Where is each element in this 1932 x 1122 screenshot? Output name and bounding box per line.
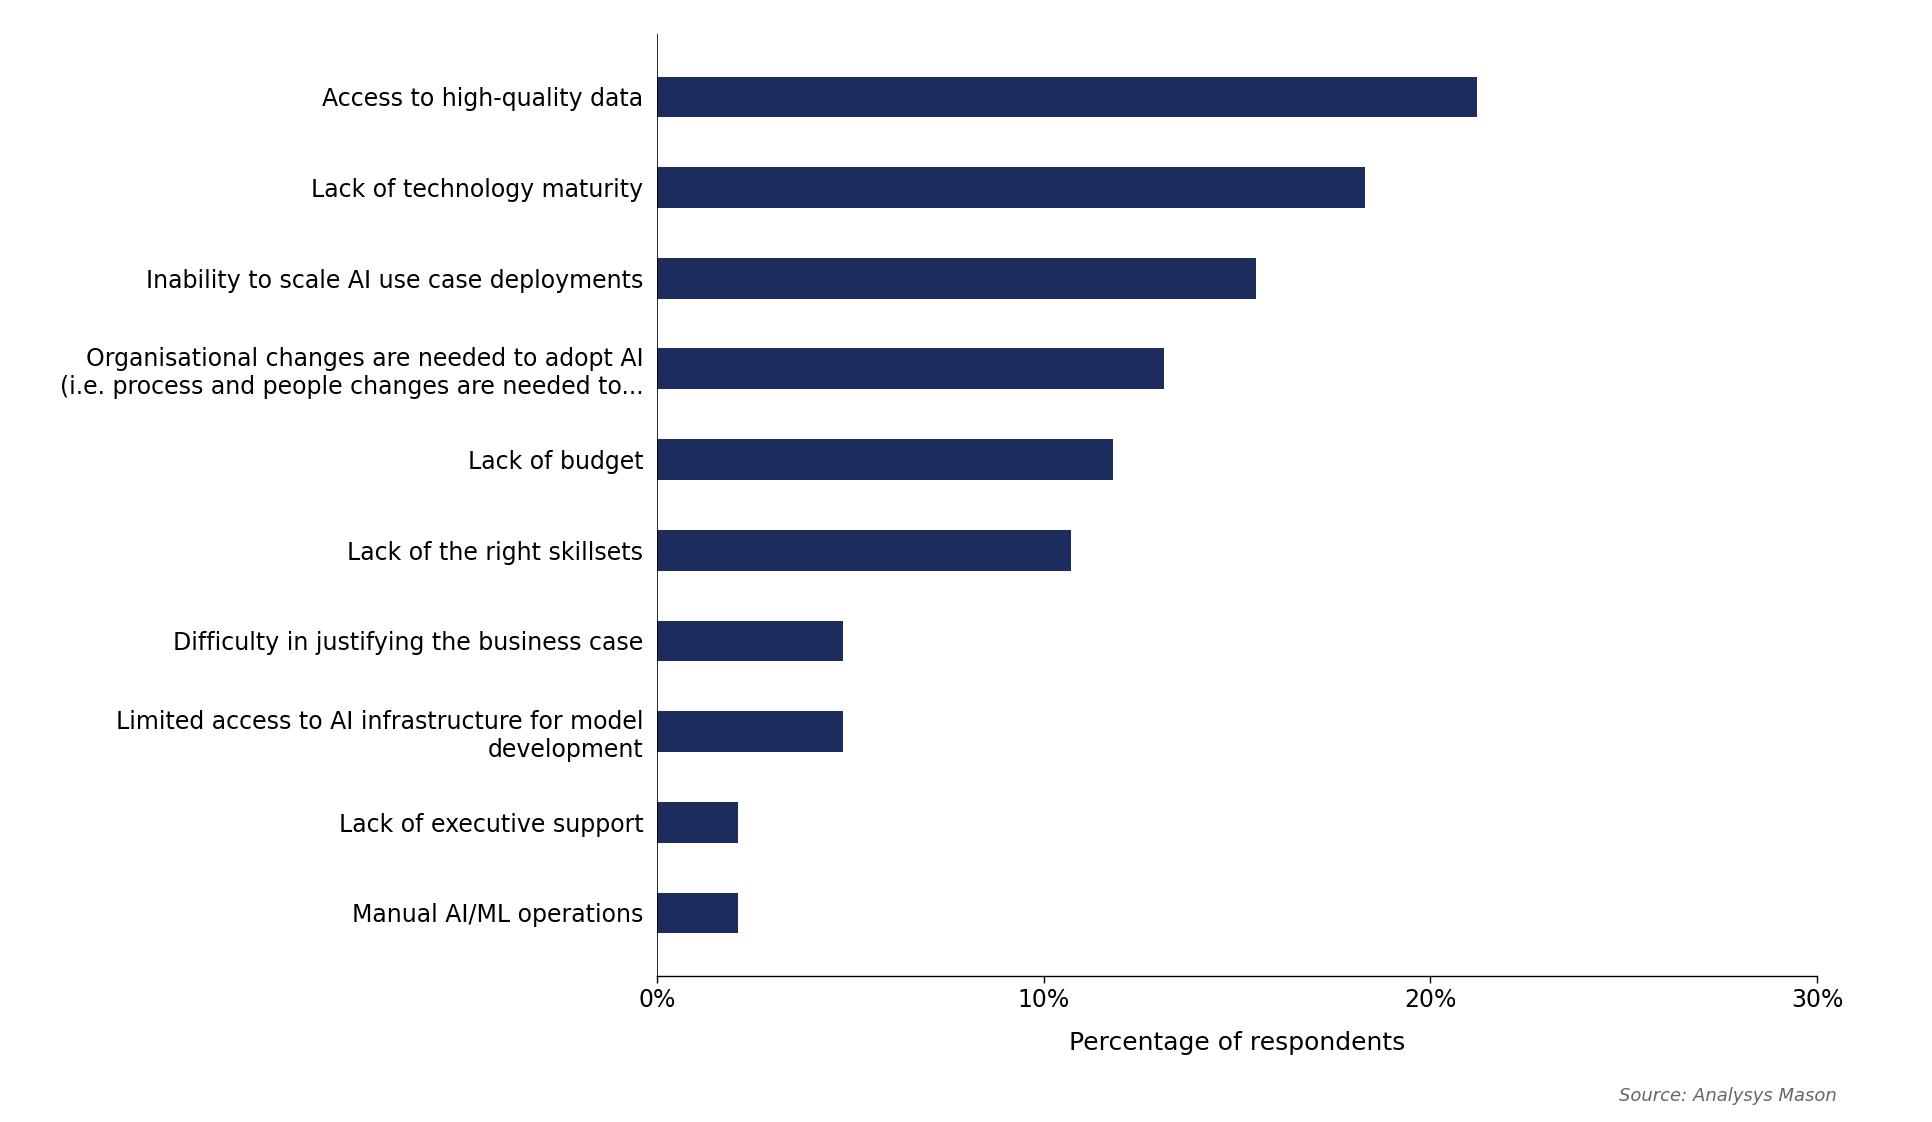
- X-axis label: Percentage of respondents: Percentage of respondents: [1068, 1031, 1405, 1056]
- Bar: [657, 76, 1476, 118]
- Bar: [657, 530, 1070, 571]
- Bar: [657, 439, 1113, 480]
- Text: Source: Analysys Mason: Source: Analysys Mason: [1617, 1087, 1835, 1105]
- Bar: [657, 892, 738, 934]
- Bar: [657, 258, 1256, 298]
- Bar: [657, 711, 842, 752]
- Bar: [657, 802, 738, 843]
- Bar: [657, 167, 1364, 208]
- Bar: [657, 349, 1163, 389]
- Bar: [657, 620, 842, 661]
